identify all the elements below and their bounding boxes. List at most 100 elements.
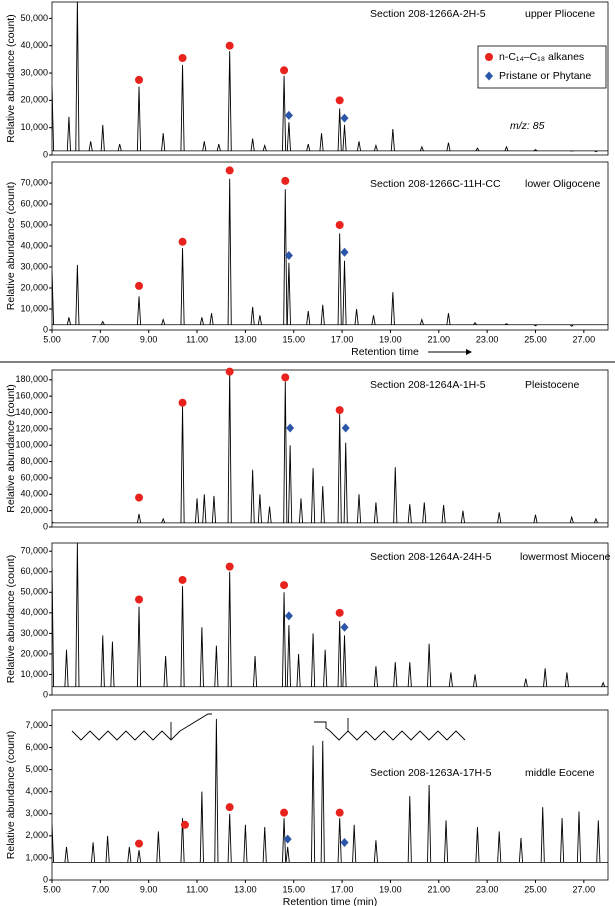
peak [337, 621, 342, 687]
alkane-marker [135, 493, 144, 502]
alkane-marker [178, 398, 187, 407]
peak [262, 143, 267, 152]
plot-frame [51, 542, 609, 696]
peak [136, 850, 142, 863]
alkane-marker [335, 808, 344, 817]
peak [320, 740, 325, 863]
peak [75, 2, 80, 151]
isoprenoid-marker [284, 110, 293, 120]
y-tick-label: 20,000 [20, 95, 48, 105]
pointer [314, 721, 331, 732]
peak [66, 317, 71, 325]
peak [283, 189, 288, 325]
peak [117, 143, 122, 152]
legend-label: Pristane or Phytane [499, 70, 591, 82]
peak [373, 840, 378, 863]
x-tick-label: 27.00 [573, 334, 596, 344]
x-tick-label: 21.00 [428, 334, 451, 344]
peak [446, 313, 451, 325]
y-tick-label: 30,000 [20, 261, 48, 271]
peak [594, 150, 598, 153]
peak [373, 666, 378, 687]
peak [342, 260, 347, 325]
peak [419, 317, 424, 325]
peak [180, 586, 185, 687]
x-axis-title: Retention time (min) [283, 896, 378, 906]
y-tick-label: 180,000 [15, 374, 48, 384]
alkane-marker [280, 66, 289, 75]
peak [75, 543, 80, 687]
peak [319, 133, 324, 151]
peak [441, 504, 446, 523]
peak [262, 826, 267, 863]
peak [356, 141, 362, 151]
trace [52, 370, 608, 524]
y-tick-label: 2,000 [25, 830, 48, 840]
peak [407, 662, 412, 687]
peak [569, 515, 574, 524]
isoprenoid-marker [284, 611, 293, 621]
peak [504, 323, 509, 326]
peak [390, 129, 395, 151]
peak [306, 143, 311, 152]
peak [202, 494, 207, 523]
y-tick-label: 60,000 [20, 566, 48, 576]
y-tick-label: 1,000 [25, 852, 48, 862]
y-tick-label: 70,000 [20, 177, 48, 187]
y-tick-label: 40,000 [20, 240, 48, 250]
peak [75, 264, 80, 325]
legend-marker [485, 71, 493, 81]
peak [533, 148, 538, 152]
peak [52, 271, 55, 325]
y-tick-label: 0 [43, 149, 48, 159]
arrow-head [466, 349, 472, 355]
peak [473, 321, 478, 326]
x-tick-label: 19.00 [379, 884, 402, 894]
age-label: Pleistocene [525, 379, 579, 391]
alkane-marker [135, 75, 144, 84]
y-tick-label: 60,000 [20, 198, 48, 208]
section-label: Section 208-1266A-2H-5 [370, 8, 486, 20]
peak [337, 818, 342, 863]
alkane-marker [281, 176, 290, 185]
peak [163, 655, 168, 687]
peak [136, 606, 142, 687]
peak [286, 625, 291, 687]
peak [216, 143, 221, 152]
markers [135, 562, 349, 632]
alkane-marker [225, 803, 234, 812]
x-tick-label: 9.00 [140, 334, 158, 344]
x-tick-label: 9.00 [140, 884, 158, 894]
peak [472, 674, 478, 687]
peak [460, 510, 466, 523]
peak [311, 745, 316, 863]
x-tick-label: 11.00 [186, 884, 208, 894]
plot-frame [51, 709, 609, 881]
y-tick-label: 40,000 [20, 40, 48, 50]
peak [446, 142, 451, 151]
peak [306, 311, 311, 325]
markers [135, 41, 349, 123]
peak [214, 645, 219, 687]
peak [100, 635, 105, 687]
alkane-marker [335, 608, 344, 617]
y-tick-label: 140,000 [15, 407, 48, 417]
isoprenoid-marker [284, 250, 293, 260]
peak [211, 495, 217, 523]
y-tick-label: 40,000 [20, 607, 48, 617]
alkane-marker [225, 166, 234, 175]
y-tick-label: 20,000 [20, 282, 48, 292]
alkane-marker [178, 575, 187, 584]
peak [475, 147, 480, 152]
y-tick-label: 10,000 [20, 122, 48, 132]
x-axis-title: Retention time [351, 346, 419, 358]
peak [285, 846, 290, 863]
peak [227, 813, 232, 863]
peak [337, 414, 342, 523]
peak [296, 653, 301, 687]
peak [569, 324, 574, 327]
y-tick-label: 70,000 [20, 546, 48, 556]
y-tick-label: 10,000 [20, 669, 48, 679]
y-tick-label: 20,000 [20, 505, 48, 515]
